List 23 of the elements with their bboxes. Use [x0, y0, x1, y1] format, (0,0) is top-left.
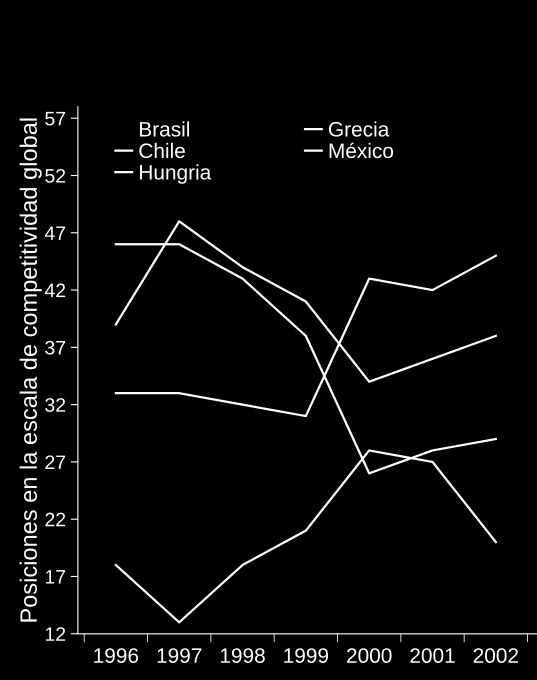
text: Brasil	[140, 121, 190, 137]
x-tick-label: 1996	[94, 648, 138, 663]
x-tick-label: 2001	[410, 648, 455, 663]
y-tick-label: 47	[44, 226, 66, 240]
y-tick-label: 27	[45, 455, 66, 469]
x-tick-label: 1997	[158, 648, 202, 663]
y-tick-label: 57	[45, 112, 66, 126]
y-tick-label: 32	[45, 398, 66, 412]
y-tick-label: 22	[45, 512, 66, 526]
legend-label: Hungria	[140, 164, 212, 184]
y-tick-label: 42	[44, 284, 66, 298]
y-tick-label: 12	[46, 627, 66, 641]
x-tick-label: 1998	[220, 648, 265, 663]
legend-label: México	[330, 142, 394, 158]
legend-label: Grecia	[328, 121, 390, 137]
x-tick-label: 2000	[347, 648, 392, 663]
y-tick-label: 52	[45, 168, 66, 183]
y-tick-label: 17	[46, 570, 66, 584]
x-tick-label: 2002	[474, 648, 518, 663]
x-tick-label: 1999	[284, 648, 328, 663]
y-axis-title: Posiciones en la escala de competitividad global	[20, 118, 42, 622]
y-tick-label: 37	[45, 340, 66, 355]
legend-label: Chile	[139, 142, 185, 158]
